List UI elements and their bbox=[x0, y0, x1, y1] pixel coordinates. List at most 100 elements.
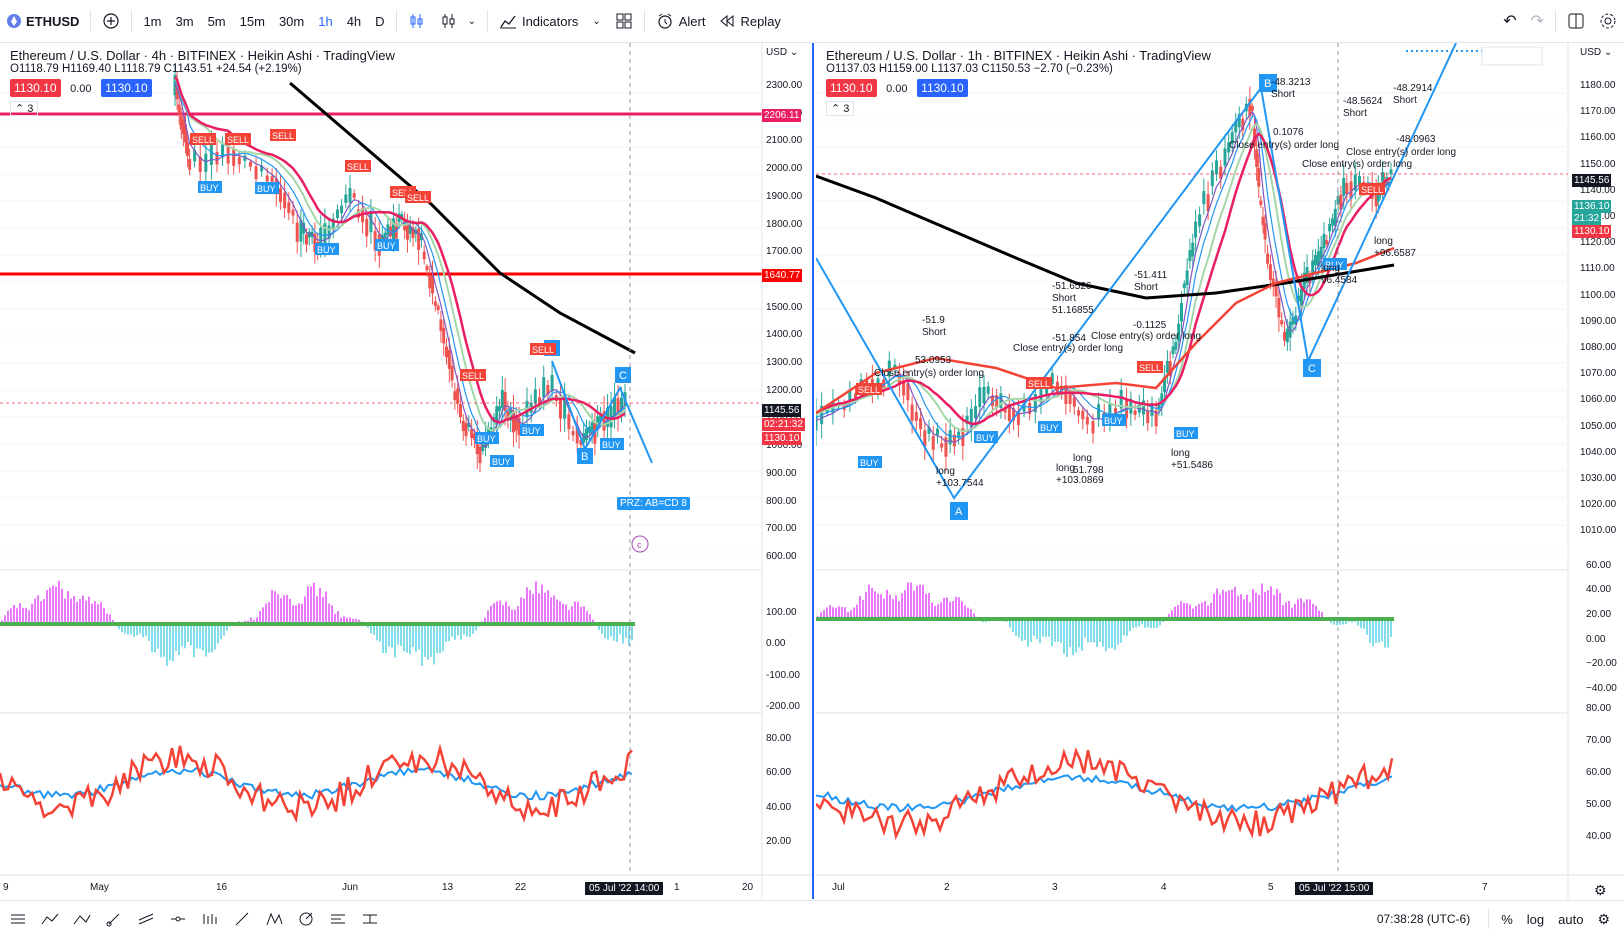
candle-body bbox=[335, 209, 339, 219]
replay-button[interactable]: Replay bbox=[712, 6, 787, 36]
left-indicator-toggle[interactable]: ⌃ 3 bbox=[10, 101, 39, 116]
interval-D[interactable]: D bbox=[375, 13, 385, 29]
left-sell-price[interactable]: 1130.10 bbox=[10, 79, 61, 97]
candle-body bbox=[503, 392, 507, 411]
candle-body bbox=[458, 404, 462, 418]
chart-type-button[interactable]: ⌄ bbox=[433, 6, 483, 36]
candle-body bbox=[498, 405, 502, 412]
candle-body bbox=[500, 390, 504, 408]
sell-signal-marker bbox=[530, 343, 556, 355]
trade-annotation: -51.854 bbox=[1052, 333, 1086, 344]
undo-icon: ↶ bbox=[1503, 13, 1517, 30]
indicators-button[interactable]: Indicators ⌄ bbox=[492, 6, 608, 36]
right-gear-icon[interactable]: ⚙ bbox=[1594, 882, 1607, 898]
candle-body bbox=[1114, 408, 1118, 417]
drawing-tool-icon[interactable] bbox=[4, 905, 32, 933]
clock[interactable]: 07:38:28 (UTC-6) bbox=[1376, 912, 1471, 926]
right-chart-canvas[interactable]: A C B SELL SELL SELL SELL BUY BUY BUY BUY BUY BUY bbox=[816, 43, 1624, 899]
interval-15m[interactable]: 15m bbox=[239, 13, 265, 29]
gann-tool-icon[interactable] bbox=[292, 905, 320, 933]
fib-tool-icon[interactable] bbox=[68, 905, 96, 933]
log-toggle[interactable]: log bbox=[1526, 911, 1545, 927]
symbol-search[interactable]: ETHUSD bbox=[0, 6, 86, 36]
left-legend: Ethereum / U.S. Dollar · 4h · BITFINEX ·… bbox=[10, 48, 395, 116]
candle-body bbox=[1154, 410, 1158, 427]
bars-pattern-icon[interactable] bbox=[196, 905, 224, 933]
right-currency[interactable]: USD ⌄ bbox=[1580, 47, 1613, 58]
left_chart-price-tick: 2300.00 bbox=[766, 80, 803, 91]
left-time-tick: Jun bbox=[342, 882, 359, 893]
trend-tool-icon[interactable] bbox=[36, 905, 64, 933]
layout-split-button[interactable] bbox=[1560, 6, 1592, 36]
right-buy-price[interactable]: 1130.10 bbox=[917, 79, 968, 97]
settings-gear-icon[interactable]: ⚙ bbox=[1597, 910, 1610, 927]
left-chart-pane[interactable]: cABCSELLSELLSELLSELLSELLSELLSELLSELLBUYB… bbox=[0, 43, 814, 899]
pattern-tool-icon[interactable] bbox=[260, 905, 288, 933]
candle-body bbox=[1064, 385, 1068, 405]
left-currency[interactable]: USD ⌄ bbox=[766, 47, 799, 58]
candle-body bbox=[186, 142, 190, 157]
candle-body bbox=[433, 301, 437, 306]
candle-body bbox=[1168, 361, 1172, 377]
right-chart-pane[interactable]: A C B SELL SELL SELL SELL BUY BUY BUY BUY BUY BUY Et… bbox=[816, 43, 1624, 899]
candle-body bbox=[442, 327, 446, 344]
candle-body bbox=[906, 383, 910, 401]
candle-body bbox=[1202, 191, 1206, 205]
left-buy-price[interactable]: 1130.10 bbox=[101, 79, 152, 97]
settings-button[interactable] bbox=[1592, 6, 1624, 36]
buy-signal-marker bbox=[375, 239, 399, 251]
buy-signal-label: BUY bbox=[1040, 423, 1059, 433]
right-time-tick: 5 bbox=[1268, 882, 1274, 893]
position-tool-icon[interactable] bbox=[324, 905, 352, 933]
right_chart-price-tick: 1020.00 bbox=[1580, 499, 1617, 511]
interval-30m[interactable]: 30m bbox=[278, 13, 305, 29]
sell-signal-label: SELL bbox=[858, 385, 880, 395]
undo-button[interactable]: ↶ bbox=[1496, 6, 1523, 36]
split-layout-icon bbox=[1568, 13, 1584, 29]
trade-annotation: Close entry(s) order long bbox=[1091, 331, 1202, 342]
interval-5m[interactable]: 5m bbox=[207, 13, 226, 29]
hline-tool-icon[interactable] bbox=[164, 905, 192, 933]
interval-4h[interactable]: 4h bbox=[346, 13, 362, 29]
buy-signal-label: BUY bbox=[1104, 416, 1123, 426]
left-rsi-tick: 60.00 bbox=[766, 767, 792, 778]
redo-button[interactable]: ↷ bbox=[1524, 6, 1551, 36]
interval-3m[interactable]: 3m bbox=[175, 13, 194, 29]
candle-body bbox=[1261, 216, 1265, 225]
measure-tool-icon[interactable] bbox=[356, 905, 384, 933]
right-osc-tick: 0.00 bbox=[1586, 634, 1606, 645]
alert-button[interactable]: Alert bbox=[649, 6, 713, 36]
percent-toggle[interactable]: % bbox=[1501, 911, 1513, 927]
candle-body bbox=[1263, 223, 1267, 240]
line-tool-icon[interactable] bbox=[228, 905, 256, 933]
candle-body bbox=[215, 151, 219, 165]
candle-body bbox=[1191, 242, 1195, 257]
sell-signal-label: SELL bbox=[347, 162, 369, 172]
candle-body bbox=[620, 397, 624, 414]
candle-body bbox=[982, 386, 986, 404]
candle-body bbox=[323, 223, 327, 244]
right_chart-price-tick: 1060.00 bbox=[1580, 394, 1617, 406]
channel-tool-icon[interactable] bbox=[132, 905, 160, 933]
candle-body bbox=[1381, 171, 1385, 188]
interval-1m[interactable]: 1m bbox=[143, 13, 162, 29]
candle-body bbox=[1072, 397, 1076, 407]
candle-body bbox=[1050, 373, 1054, 385]
left-chart-canvas[interactable]: cABCSELLSELLSELLSELLSELLSELLSELLSELLBUYB… bbox=[0, 43, 812, 899]
candle-body bbox=[957, 431, 961, 439]
right-indicator-toggle[interactable]: ⌃ 3 bbox=[826, 101, 855, 116]
auto-toggle[interactable]: auto bbox=[1558, 911, 1584, 927]
ma-purple-line bbox=[816, 110, 1392, 444]
layouts-button[interactable] bbox=[608, 6, 640, 36]
add-symbol-button[interactable] bbox=[95, 6, 127, 36]
bar-style-button[interactable] bbox=[401, 6, 433, 36]
sell-signal-label: SELL bbox=[1139, 363, 1161, 373]
sell-signal-marker bbox=[405, 191, 431, 203]
right-osc-tick: −40.00 bbox=[1586, 683, 1617, 694]
right-sell-price[interactable]: 1130.10 bbox=[826, 79, 877, 97]
interval-1h[interactable]: 1h bbox=[318, 13, 333, 29]
right_chart-price-tick: 1040.00 bbox=[1580, 446, 1617, 458]
candle-body bbox=[999, 393, 1003, 408]
pattern-point-label: A bbox=[955, 506, 963, 518]
pen-tool-icon[interactable] bbox=[100, 905, 128, 933]
